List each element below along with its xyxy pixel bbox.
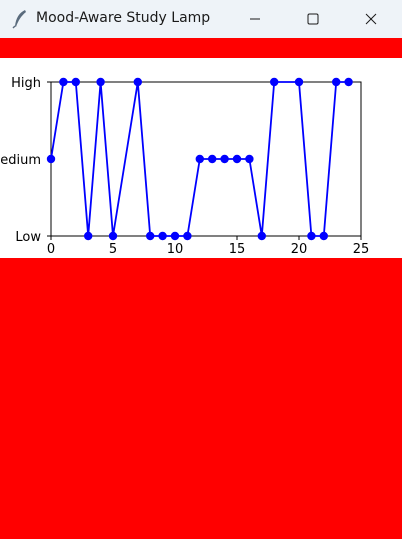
window-title: Mood-Aware Study Lamp [36, 10, 211, 26]
data-point [96, 77, 105, 87]
data-point [208, 154, 217, 164]
minimize-icon [249, 13, 261, 25]
data-point [183, 231, 192, 241]
data-point [294, 77, 304, 87]
data-point [220, 154, 229, 164]
data-point [344, 77, 353, 87]
data-point [195, 154, 204, 164]
x-tick-label: 25 [353, 242, 370, 257]
top-red-band [0, 38, 402, 58]
x-tick-label: 0 [47, 242, 55, 257]
data-point [46, 154, 56, 164]
close-icon [365, 13, 377, 25]
data-point [158, 231, 167, 241]
title-bar: Mood-Aware Study Lamp [0, 0, 402, 38]
maximize-button[interactable] [290, 0, 336, 38]
data-point [332, 77, 341, 87]
feather-icon [11, 9, 29, 29]
data-point [170, 231, 180, 241]
x-tick-label: 15 [229, 242, 246, 257]
data-point [319, 231, 328, 241]
minimize-button[interactable] [232, 0, 278, 38]
data-point [245, 154, 254, 164]
maximize-icon [307, 13, 319, 25]
data-point [59, 77, 68, 87]
x-tick-label: 10 [167, 242, 184, 257]
data-point [307, 231, 316, 241]
data-point [133, 77, 142, 87]
x-tick-label: 5 [109, 242, 117, 257]
data-point [146, 231, 155, 241]
data-point [108, 231, 118, 241]
series-group [46, 77, 353, 241]
lower-panel [0, 258, 402, 539]
data-point [71, 77, 81, 87]
y-tick-label: Low [15, 230, 41, 245]
y-tick-label: High [11, 76, 41, 91]
data-point [270, 77, 279, 87]
close-button[interactable] [348, 0, 394, 38]
data-point [232, 154, 242, 164]
data-point [257, 231, 266, 241]
y-tick-label: Medium [0, 153, 41, 168]
x-tick-label: 20 [291, 242, 308, 257]
mood-chart: 0 5 10 15 20 25 Low Medium High [0, 58, 402, 258]
data-point [84, 231, 93, 241]
mood-chart-svg: 0 5 10 15 20 25 Low Medium High [0, 76, 370, 257]
